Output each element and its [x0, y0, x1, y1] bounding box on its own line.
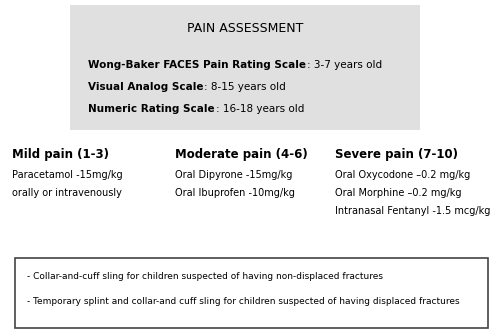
Text: Intranasal Fentanyl -1.5 mcg/kg: Intranasal Fentanyl -1.5 mcg/kg	[335, 206, 490, 216]
Text: orally or intravenously: orally or intravenously	[12, 188, 122, 198]
Text: Oral Morphine –0.2 mg/kg: Oral Morphine –0.2 mg/kg	[335, 188, 462, 198]
Text: PAIN ASSESSMENT: PAIN ASSESSMENT	[187, 22, 303, 35]
Text: Severe pain (7-10): Severe pain (7-10)	[335, 148, 458, 161]
Text: - Collar-and-cuff sling for children suspected of having non-displaced fractures: - Collar-and-cuff sling for children sus…	[27, 272, 383, 281]
Text: Numeric Rating Scale: Numeric Rating Scale	[88, 104, 214, 114]
Text: Oral Ibuprofen -10mg/kg: Oral Ibuprofen -10mg/kg	[175, 188, 295, 198]
Text: Visual Analog Scale: Visual Analog Scale	[88, 82, 204, 92]
Text: : 3-7 years old: : 3-7 years old	[307, 60, 382, 70]
Text: - Temporary splint and collar-and cuff sling for children suspected of having di: - Temporary splint and collar-and cuff s…	[27, 297, 460, 306]
Bar	[70, 5, 420, 130]
Text: Mild pain (1-3): Mild pain (1-3)	[12, 148, 110, 161]
Text: Moderate pain (4-6): Moderate pain (4-6)	[175, 148, 308, 161]
Text: Paracetamol -15mg/kg: Paracetamol -15mg/kg	[12, 170, 123, 180]
Text: : 16-18 years old: : 16-18 years old	[216, 104, 304, 114]
Text: Oral Oxycodone –0.2 mg/kg: Oral Oxycodone –0.2 mg/kg	[335, 170, 470, 180]
Text: Wong-Baker FACES Pain Rating Scale: Wong-Baker FACES Pain Rating Scale	[88, 60, 306, 70]
Bar	[15, 258, 488, 328]
Text: : 8-15 years old: : 8-15 years old	[204, 82, 286, 92]
Text: Oral Dipyrone -15mg/kg: Oral Dipyrone -15mg/kg	[175, 170, 292, 180]
